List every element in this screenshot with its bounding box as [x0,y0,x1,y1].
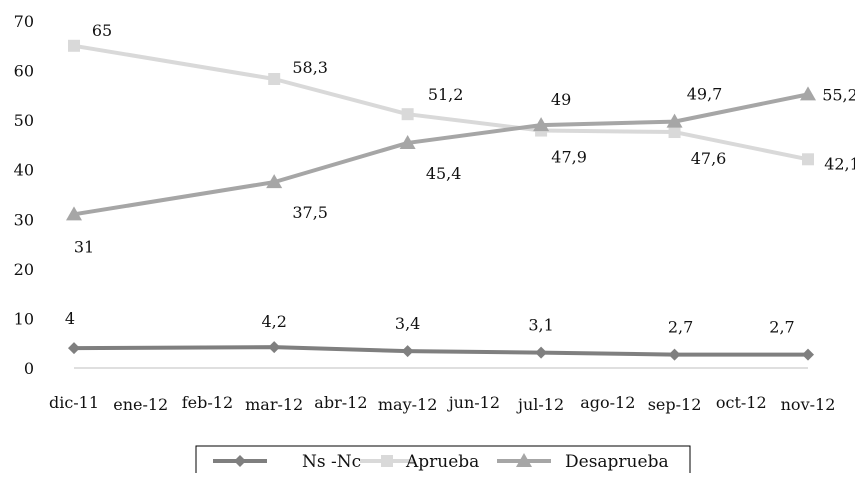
y-tick-label: 10 [14,309,34,328]
data-label: 2,7 [668,318,693,337]
data-point-desaprueba [399,134,416,149]
x-tick-label: abr-12 [314,393,367,412]
data-label: 3,4 [395,314,420,333]
data-label: 58,3 [292,58,328,77]
x-tick-label: ene-12 [113,395,168,414]
data-point-ns-nc [668,348,681,361]
x-tick-label: sep-12 [648,395,702,414]
series-line-desaprueba [73,92,809,217]
y-tick-label: 60 [14,62,34,81]
data-point-desaprueba [66,206,82,221]
data-point-ns-nc [401,345,414,358]
data-label: 31 [74,237,94,256]
data-point-desaprueba [266,174,283,189]
x-tick-label: dic-11 [49,393,99,412]
x-tick-label: nov-12 [781,395,836,414]
data-point-ns-nc [535,346,548,359]
data-point-ns-nc [268,341,281,354]
y-tick-label: 50 [14,111,34,130]
legend-label: Ns -Nc [302,452,361,472]
x-tick-label: mar-12 [245,395,303,414]
y-tick-label: 20 [14,260,34,279]
data-point-desaprueba [800,86,816,101]
data-label: 37,5 [292,203,328,222]
data-label: 45,4 [426,164,462,183]
data-label: 3,1 [528,316,553,335]
data-label: 47,9 [551,148,587,167]
y-tick-label: 70 [14,12,34,31]
x-tick-label: jul-12 [516,395,564,414]
data-label: 65 [92,21,112,40]
y-tick-label: 30 [14,210,34,229]
legend-marker-diamond [234,455,246,467]
data-label: 47,6 [691,149,727,168]
data-point-ns-nc [802,348,814,361]
data-point-ns-nc [68,342,80,355]
legend-label: Aprueba [405,452,479,472]
y-tick-label: 0 [24,359,34,378]
data-label: 51,2 [428,85,464,104]
data-label: 2,7 [769,318,794,337]
data-label: 55,2 [822,85,855,104]
x-tick-label: may-12 [378,395,438,414]
legend-label: Desaprueba [565,452,669,472]
data-point-aprueba [268,72,281,85]
data-point-aprueba [401,108,414,121]
x-tick-label: oct-12 [716,393,767,412]
x-tick-label: ago-12 [580,393,635,412]
data-label: 49,7 [687,85,723,104]
legend-marker-square [381,455,393,467]
series-line-ns-nc [73,345,808,357]
data-label: 4 [65,309,75,328]
data-point-aprueba [668,126,681,139]
data-point-aprueba [68,39,80,52]
data-label: 4,2 [261,312,286,331]
data-point-desaprueba [666,113,683,128]
legend-marker-triangle [516,453,532,467]
data-label: 42,1 [824,154,855,173]
x-tick-label: feb-12 [182,393,233,412]
y-tick-label: 40 [14,161,34,180]
x-tick-label: jun-12 [447,393,500,412]
data-point-desaprueba [533,117,550,132]
data-label: 49 [551,90,571,109]
data-point-aprueba [802,153,814,166]
series-line-aprueba [73,43,809,162]
